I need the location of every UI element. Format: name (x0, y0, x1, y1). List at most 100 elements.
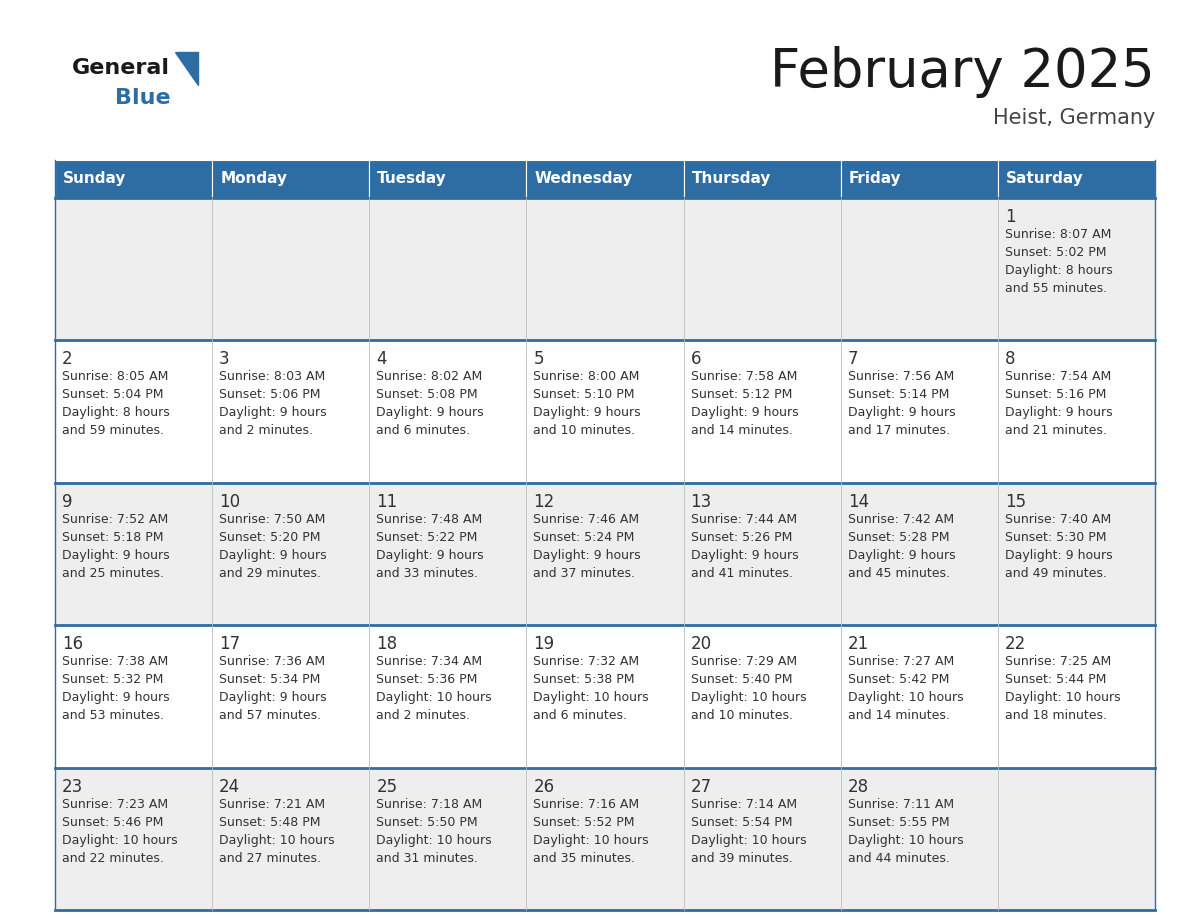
Bar (526, 625, 683, 767)
Text: 11: 11 (377, 493, 398, 510)
Bar (683, 198, 841, 341)
Text: Sunrise: 7:16 AM
Sunset: 5:52 PM
Daylight: 10 hours
and 35 minutes.: Sunrise: 7:16 AM Sunset: 5:52 PM Dayligh… (533, 798, 649, 865)
Text: 3: 3 (219, 351, 229, 368)
Text: 27: 27 (690, 778, 712, 796)
Bar (998, 483, 1155, 625)
Bar (369, 767, 526, 910)
Text: Sunrise: 7:23 AM
Sunset: 5:46 PM
Daylight: 10 hours
and 22 minutes.: Sunrise: 7:23 AM Sunset: 5:46 PM Dayligh… (62, 798, 178, 865)
Text: 22: 22 (1005, 635, 1026, 654)
Text: Sunrise: 7:27 AM
Sunset: 5:42 PM
Daylight: 10 hours
and 14 minutes.: Sunrise: 7:27 AM Sunset: 5:42 PM Dayligh… (848, 655, 963, 722)
Text: Sunrise: 8:03 AM
Sunset: 5:06 PM
Daylight: 9 hours
and 2 minutes.: Sunrise: 8:03 AM Sunset: 5:06 PM Dayligh… (219, 370, 327, 437)
Bar (213, 483, 369, 625)
Bar (526, 767, 683, 910)
Text: Sunrise: 8:07 AM
Sunset: 5:02 PM
Daylight: 8 hours
and 55 minutes.: Sunrise: 8:07 AM Sunset: 5:02 PM Dayligh… (1005, 228, 1113, 295)
Text: Sunrise: 7:54 AM
Sunset: 5:16 PM
Daylight: 9 hours
and 21 minutes.: Sunrise: 7:54 AM Sunset: 5:16 PM Dayligh… (1005, 370, 1112, 437)
Bar (55, 198, 213, 341)
Text: 21: 21 (848, 635, 868, 654)
Text: Sunrise: 7:58 AM
Sunset: 5:12 PM
Daylight: 9 hours
and 14 minutes.: Sunrise: 7:58 AM Sunset: 5:12 PM Dayligh… (690, 370, 798, 437)
Text: Sunrise: 7:38 AM
Sunset: 5:32 PM
Daylight: 9 hours
and 53 minutes.: Sunrise: 7:38 AM Sunset: 5:32 PM Dayligh… (62, 655, 170, 722)
Text: Wednesday: Wednesday (535, 172, 633, 186)
Text: 17: 17 (219, 635, 240, 654)
Text: 1: 1 (1005, 208, 1016, 226)
Bar (526, 198, 683, 341)
Text: 14: 14 (848, 493, 868, 510)
Bar (683, 625, 841, 767)
Bar (55, 483, 213, 625)
Bar (683, 341, 841, 483)
Bar (998, 625, 1155, 767)
Bar (213, 767, 369, 910)
Bar (841, 198, 998, 341)
Text: General: General (72, 58, 170, 78)
Text: 26: 26 (533, 778, 555, 796)
Bar (369, 341, 526, 483)
Text: 7: 7 (848, 351, 858, 368)
Bar (55, 341, 213, 483)
Bar (55, 625, 213, 767)
Polygon shape (175, 52, 198, 85)
Text: Saturday: Saturday (1006, 172, 1083, 186)
Text: Friday: Friday (848, 172, 902, 186)
Text: 20: 20 (690, 635, 712, 654)
Bar (683, 160, 841, 198)
Bar (998, 767, 1155, 910)
Text: 5: 5 (533, 351, 544, 368)
Text: 15: 15 (1005, 493, 1026, 510)
Text: Monday: Monday (220, 172, 287, 186)
Bar (55, 160, 213, 198)
Text: Sunrise: 7:48 AM
Sunset: 5:22 PM
Daylight: 9 hours
and 33 minutes.: Sunrise: 7:48 AM Sunset: 5:22 PM Dayligh… (377, 513, 484, 580)
Text: Sunrise: 8:02 AM
Sunset: 5:08 PM
Daylight: 9 hours
and 6 minutes.: Sunrise: 8:02 AM Sunset: 5:08 PM Dayligh… (377, 370, 484, 437)
Bar (683, 483, 841, 625)
Text: 19: 19 (533, 635, 555, 654)
Text: 9: 9 (62, 493, 72, 510)
Text: 13: 13 (690, 493, 712, 510)
Text: Sunrise: 7:40 AM
Sunset: 5:30 PM
Daylight: 9 hours
and 49 minutes.: Sunrise: 7:40 AM Sunset: 5:30 PM Dayligh… (1005, 513, 1112, 580)
Text: Sunrise: 7:44 AM
Sunset: 5:26 PM
Daylight: 9 hours
and 41 minutes.: Sunrise: 7:44 AM Sunset: 5:26 PM Dayligh… (690, 513, 798, 580)
Bar (526, 341, 683, 483)
Text: Thursday: Thursday (691, 172, 771, 186)
Bar (526, 483, 683, 625)
Text: 8: 8 (1005, 351, 1016, 368)
Text: Sunrise: 7:21 AM
Sunset: 5:48 PM
Daylight: 10 hours
and 27 minutes.: Sunrise: 7:21 AM Sunset: 5:48 PM Dayligh… (219, 798, 335, 865)
Bar (841, 160, 998, 198)
Text: Tuesday: Tuesday (378, 172, 447, 186)
Bar (213, 625, 369, 767)
Text: Sunrise: 7:34 AM
Sunset: 5:36 PM
Daylight: 10 hours
and 2 minutes.: Sunrise: 7:34 AM Sunset: 5:36 PM Dayligh… (377, 655, 492, 722)
Text: Sunrise: 7:36 AM
Sunset: 5:34 PM
Daylight: 9 hours
and 57 minutes.: Sunrise: 7:36 AM Sunset: 5:34 PM Dayligh… (219, 655, 327, 722)
Bar (369, 198, 526, 341)
Bar (526, 160, 683, 198)
Text: Sunrise: 7:25 AM
Sunset: 5:44 PM
Daylight: 10 hours
and 18 minutes.: Sunrise: 7:25 AM Sunset: 5:44 PM Dayligh… (1005, 655, 1120, 722)
Text: Sunrise: 7:32 AM
Sunset: 5:38 PM
Daylight: 10 hours
and 6 minutes.: Sunrise: 7:32 AM Sunset: 5:38 PM Dayligh… (533, 655, 649, 722)
Text: Sunrise: 7:46 AM
Sunset: 5:24 PM
Daylight: 9 hours
and 37 minutes.: Sunrise: 7:46 AM Sunset: 5:24 PM Dayligh… (533, 513, 642, 580)
Bar (369, 483, 526, 625)
Text: 10: 10 (219, 493, 240, 510)
Bar (55, 767, 213, 910)
Text: 24: 24 (219, 778, 240, 796)
Bar (998, 160, 1155, 198)
Bar (841, 767, 998, 910)
Text: February 2025: February 2025 (770, 46, 1155, 98)
Text: 2: 2 (62, 351, 72, 368)
Text: Sunrise: 7:56 AM
Sunset: 5:14 PM
Daylight: 9 hours
and 17 minutes.: Sunrise: 7:56 AM Sunset: 5:14 PM Dayligh… (848, 370, 955, 437)
Text: Sunrise: 8:00 AM
Sunset: 5:10 PM
Daylight: 9 hours
and 10 minutes.: Sunrise: 8:00 AM Sunset: 5:10 PM Dayligh… (533, 370, 642, 437)
Text: Blue: Blue (115, 88, 171, 108)
Bar (213, 160, 369, 198)
Text: 25: 25 (377, 778, 398, 796)
Text: 18: 18 (377, 635, 398, 654)
Text: 16: 16 (62, 635, 83, 654)
Text: Sunrise: 7:50 AM
Sunset: 5:20 PM
Daylight: 9 hours
and 29 minutes.: Sunrise: 7:50 AM Sunset: 5:20 PM Dayligh… (219, 513, 327, 580)
Text: Sunrise: 7:18 AM
Sunset: 5:50 PM
Daylight: 10 hours
and 31 minutes.: Sunrise: 7:18 AM Sunset: 5:50 PM Dayligh… (377, 798, 492, 865)
Bar (213, 341, 369, 483)
Bar (841, 483, 998, 625)
Bar (683, 767, 841, 910)
Text: 28: 28 (848, 778, 868, 796)
Bar (369, 160, 526, 198)
Text: 6: 6 (690, 351, 701, 368)
Text: Sunrise: 8:05 AM
Sunset: 5:04 PM
Daylight: 8 hours
and 59 minutes.: Sunrise: 8:05 AM Sunset: 5:04 PM Dayligh… (62, 370, 170, 437)
Text: 4: 4 (377, 351, 387, 368)
Bar (369, 625, 526, 767)
Bar (998, 341, 1155, 483)
Text: Sunrise: 7:42 AM
Sunset: 5:28 PM
Daylight: 9 hours
and 45 minutes.: Sunrise: 7:42 AM Sunset: 5:28 PM Dayligh… (848, 513, 955, 580)
Text: Sunrise: 7:11 AM
Sunset: 5:55 PM
Daylight: 10 hours
and 44 minutes.: Sunrise: 7:11 AM Sunset: 5:55 PM Dayligh… (848, 798, 963, 865)
Text: Sunday: Sunday (63, 172, 126, 186)
